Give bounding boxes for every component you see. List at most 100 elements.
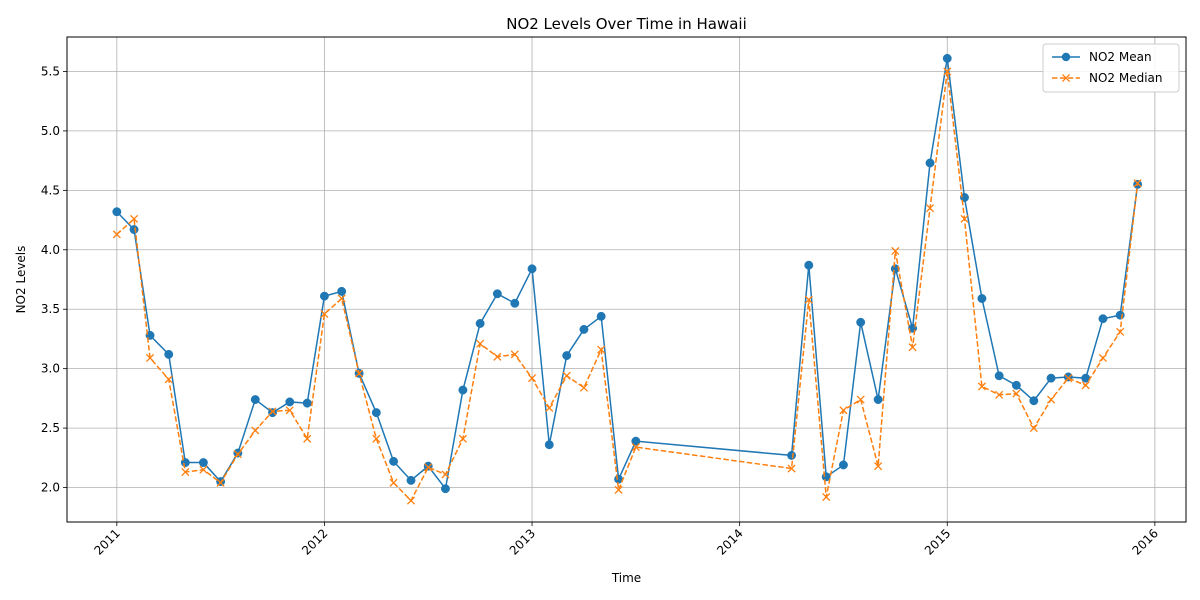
chart-title: NO2 Levels Over Time in Hawaii: [506, 15, 747, 33]
data-point-no2-median: [303, 434, 312, 443]
y-tick-label: 4.5: [41, 183, 60, 197]
y-tick-label: 2.5: [41, 421, 60, 435]
data-point-no2-mean: [544, 440, 554, 450]
data-point-no2-mean: [1098, 314, 1108, 324]
legend-entry-no2-mean: NO2 Mean: [1052, 50, 1152, 64]
data-point-no2-mean: [492, 289, 502, 299]
data-point-no2-median: [1098, 353, 1108, 363]
data-point-no2-median: [1029, 424, 1038, 433]
data-point-no2-median: [355, 369, 364, 378]
data-point-no2-mean: [337, 286, 347, 296]
data-point-no2-median: [1046, 395, 1056, 404]
data-point-no2-mean: [389, 456, 399, 466]
data-point-no2-mean: [787, 450, 796, 460]
data-point-no2-median: [441, 470, 450, 479]
data-point-no2-median: [129, 214, 139, 223]
data-point-no2-mean: [1046, 373, 1056, 383]
data-point-no2-median: [251, 426, 260, 435]
data-point-no2-mean: [977, 294, 987, 303]
legend-label: NO2 Mean: [1089, 50, 1152, 64]
data-point-no2-mean: [268, 408, 277, 418]
data-point-no2-median: [458, 434, 467, 443]
y-tick-label: 2.0: [41, 481, 60, 495]
data-point-no2-mean: [942, 53, 952, 63]
legend-label: NO2 Median: [1089, 71, 1163, 85]
data-point-no2-median: [856, 395, 865, 404]
data-point-no2-mean: [510, 298, 520, 308]
data-point-no2-median: [406, 496, 416, 505]
data-point-no2-mean: [631, 436, 641, 446]
data-point-no2-median: [181, 468, 190, 477]
data-point-no2-median: [337, 294, 346, 303]
data-point-no2-mean: [804, 260, 814, 270]
data-point-no2-median: [476, 339, 485, 348]
data-point-no2-mean: [129, 225, 139, 235]
data-point-no2-median: [787, 464, 796, 473]
data-point-no2-mean: [838, 460, 848, 470]
data-point-no2-mean: [475, 319, 485, 328]
data-point-no2-mean: [302, 398, 312, 408]
data-point-no2-median: [372, 434, 381, 443]
series-line-no2-mean: [116, 58, 1139, 491]
data-point-no2-median: [631, 443, 640, 452]
data-point-no2-median: [145, 353, 155, 363]
data-point-no2-mean: [1011, 380, 1021, 390]
data-point-no2-median: [493, 352, 502, 361]
data-point-no2-mean: [441, 484, 450, 494]
data-point-no2-median: [562, 371, 571, 380]
grid: [67, 37, 1186, 522]
data-point-no2-median: [527, 374, 537, 383]
data-point-no2-median: [925, 204, 935, 213]
data-point-no2-median: [597, 345, 606, 354]
data-point-no2-median: [199, 465, 208, 474]
data-point-no2-mean: [112, 207, 122, 217]
data-point-no2-median: [1116, 327, 1125, 336]
data-point-no2-mean: [371, 408, 381, 418]
data-point-no2-median: [908, 343, 917, 352]
data-point-no2-median: [995, 390, 1004, 399]
data-point-no2-mean: [527, 264, 537, 274]
data-point-no2-median: [164, 375, 173, 384]
data-point-no2-median: [233, 450, 242, 459]
data-point-no2-mean: [596, 311, 606, 321]
data-point-no2-median: [216, 478, 225, 487]
data-point-no2-median: [268, 407, 277, 416]
data-point-no2-mean: [458, 385, 468, 395]
data-point-no2-median: [977, 382, 986, 391]
y-tick-label: 5.5: [41, 64, 60, 78]
data-point-no2-median: [424, 463, 433, 472]
data-point-no2-median: [545, 403, 554, 412]
data-point-no2-mean: [994, 371, 1004, 381]
data-point-no2-median: [822, 492, 831, 502]
y-tick-label: 3.5: [41, 302, 60, 316]
legend: NO2 Mean NO2 Median: [1042, 43, 1180, 93]
data-point-no2-mean: [1029, 396, 1039, 406]
data-point-no2-mean: [406, 475, 416, 485]
data-point-no2-median: [389, 478, 398, 487]
y-tick-label: 3.0: [41, 362, 60, 376]
data-point-no2-mean: [925, 158, 935, 168]
y-axis-label: NO2 Levels: [14, 246, 28, 314]
data-point-no2-median: [614, 485, 623, 494]
data-point-no2-median: [510, 350, 519, 359]
data-point-no2-mean: [250, 395, 260, 405]
data-point-no2-median: [804, 295, 813, 304]
data-point-no2-median: [112, 230, 121, 239]
y-tick-label: 4.0: [41, 243, 60, 257]
legend-entry-no2-median: NO2 Median: [1052, 71, 1163, 85]
data-point-no2-mean: [164, 349, 174, 359]
data-point-no2-mean: [285, 397, 295, 407]
data-point-no2-median: [943, 67, 952, 76]
plot-frame: [66, 36, 1187, 523]
data-point-no2-median: [1133, 179, 1142, 188]
data-point-no2-mean: [873, 395, 883, 405]
series-layer: [112, 53, 1143, 505]
data-point-no2-mean: [198, 458, 208, 468]
data-point-no2-median: [1012, 389, 1021, 398]
data-point-no2-mean: [319, 291, 329, 301]
x-axis-label: Time: [611, 571, 641, 585]
data-point-no2-median: [839, 406, 848, 415]
data-point-no2-median: [1064, 374, 1073, 383]
